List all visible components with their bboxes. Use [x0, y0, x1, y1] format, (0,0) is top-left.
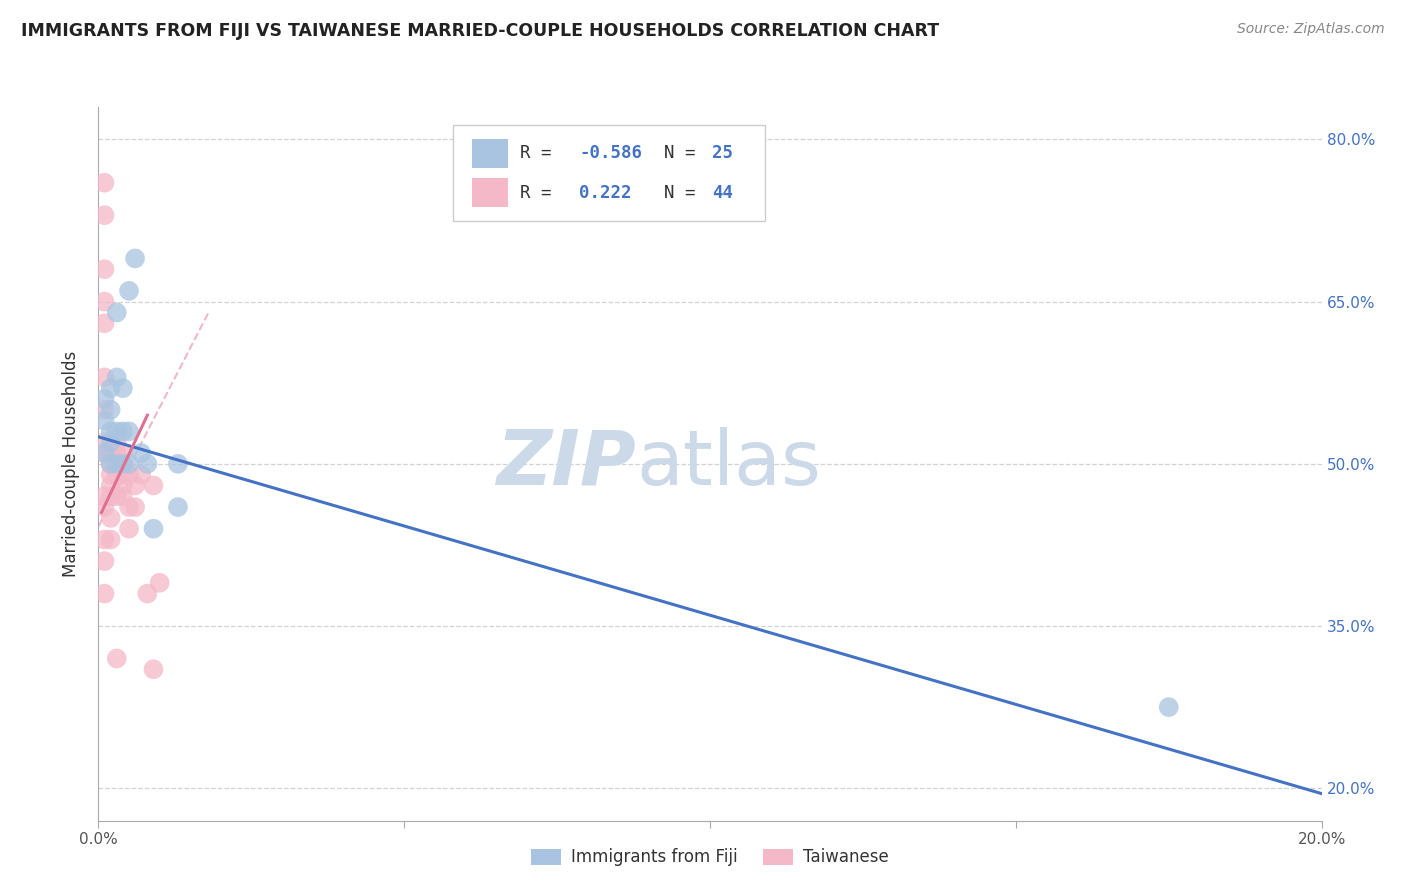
Point	[100, 457, 122, 471]
Text: R =: R =	[520, 145, 562, 162]
Point	[142, 478, 165, 492]
Point	[100, 381, 122, 395]
Point	[93, 402, 115, 417]
Point	[100, 467, 122, 482]
Point	[93, 392, 115, 406]
Point	[142, 522, 165, 536]
Point	[167, 457, 190, 471]
Point	[93, 500, 115, 514]
Text: Source: ZipAtlas.com: Source: ZipAtlas.com	[1237, 22, 1385, 37]
Point	[100, 511, 122, 525]
Point	[124, 252, 146, 266]
Point	[93, 435, 115, 450]
Point	[93, 446, 115, 460]
Point	[129, 467, 152, 482]
Point	[93, 446, 115, 460]
Point	[93, 370, 115, 384]
Point	[136, 457, 159, 471]
Point	[124, 500, 146, 514]
Point	[118, 522, 141, 536]
Point	[93, 586, 115, 600]
Point	[105, 457, 128, 471]
Point	[93, 262, 115, 277]
Text: R =: R =	[520, 184, 572, 202]
Point	[93, 489, 115, 503]
Text: 0.222: 0.222	[579, 184, 631, 202]
Point	[100, 457, 122, 471]
FancyBboxPatch shape	[471, 178, 508, 207]
Point	[100, 489, 122, 503]
Legend: Immigrants from Fiji, Taiwanese: Immigrants from Fiji, Taiwanese	[524, 842, 896, 873]
Point	[1157, 700, 1180, 714]
Point	[167, 500, 190, 514]
Point	[111, 489, 134, 503]
Point	[100, 402, 122, 417]
Point	[105, 305, 128, 319]
Point	[93, 208, 115, 222]
Point	[100, 446, 122, 460]
Point	[111, 478, 134, 492]
Point	[105, 435, 128, 450]
Text: -0.586: -0.586	[579, 145, 643, 162]
Point	[100, 425, 122, 439]
Point	[93, 316, 115, 330]
Point	[118, 284, 141, 298]
Point	[105, 467, 128, 482]
Point	[100, 478, 122, 492]
Point	[124, 478, 146, 492]
Point	[129, 446, 152, 460]
Point	[93, 294, 115, 309]
Point	[118, 425, 141, 439]
Point	[93, 176, 115, 190]
Text: 44: 44	[713, 184, 734, 202]
FancyBboxPatch shape	[453, 125, 765, 221]
Point	[105, 446, 128, 460]
Point	[136, 586, 159, 600]
Point	[105, 425, 128, 439]
Point	[111, 425, 134, 439]
Point	[111, 457, 134, 471]
Point	[105, 651, 128, 665]
Point	[111, 457, 134, 471]
Text: atlas: atlas	[637, 427, 821, 500]
Point	[93, 554, 115, 568]
Point	[105, 370, 128, 384]
Point	[111, 467, 134, 482]
Point	[118, 457, 141, 471]
Point	[100, 435, 122, 450]
Text: 25: 25	[713, 145, 734, 162]
Point	[100, 533, 122, 547]
Point	[111, 381, 134, 395]
Point	[118, 500, 141, 514]
Text: ZIP: ZIP	[496, 427, 637, 500]
Point	[149, 575, 172, 590]
Point	[111, 446, 134, 460]
Y-axis label: Married-couple Households: Married-couple Households	[62, 351, 80, 577]
Point	[118, 467, 141, 482]
FancyBboxPatch shape	[471, 139, 508, 168]
Text: IMMIGRANTS FROM FIJI VS TAIWANESE MARRIED-COUPLE HOUSEHOLDS CORRELATION CHART: IMMIGRANTS FROM FIJI VS TAIWANESE MARRIE…	[21, 22, 939, 40]
Point	[142, 662, 165, 676]
Point	[105, 489, 128, 503]
Text: N =: N =	[643, 145, 706, 162]
Point	[93, 414, 115, 428]
Point	[93, 533, 115, 547]
Text: N =: N =	[643, 184, 706, 202]
